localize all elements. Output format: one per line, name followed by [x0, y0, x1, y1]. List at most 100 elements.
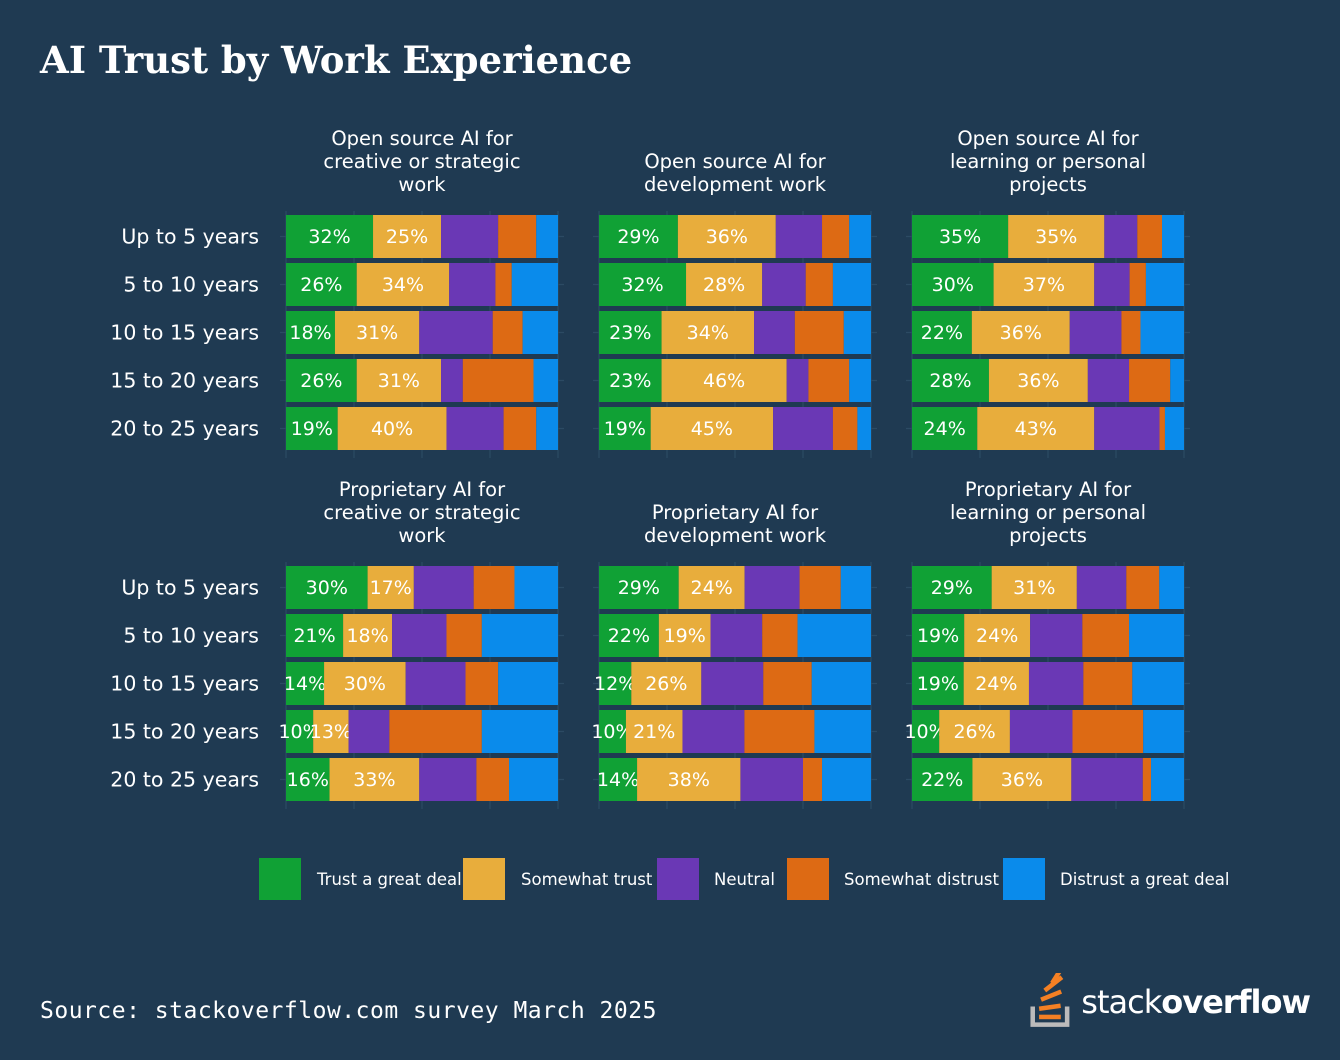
source-note: Source: stackoverflow.com survey March 2…: [40, 998, 657, 1024]
bar-segment-neutral: [701, 662, 764, 705]
bar-segment-somewhat-distrust: [446, 614, 482, 657]
data-label: 19%: [604, 418, 646, 440]
bar-segment-distrust-a-great-deal: [840, 566, 871, 609]
data-label: 29%: [617, 226, 659, 248]
data-label: 19%: [291, 418, 333, 440]
bar-segment-somewhat-distrust: [389, 710, 482, 753]
stack-logo-icon: [1030, 973, 1070, 1027]
bar-segment-trust-a-great-deal: [286, 311, 335, 354]
bar-segment-neutral: [1076, 566, 1127, 609]
bar-segment-neutral: [1094, 263, 1130, 306]
bar-segment-somewhat-distrust: [1159, 407, 1165, 450]
category-label: Up to 5 years: [121, 225, 259, 249]
bar-segment-somewhat-trust: [334, 311, 420, 354]
legend-label: Somewhat distrust: [844, 870, 1000, 889]
bar-segment-neutral: [762, 263, 806, 306]
bar-segment-trust-a-great-deal: [912, 710, 940, 753]
bar-segment-distrust-a-great-deal: [536, 407, 558, 450]
bar-segment-somewhat-distrust: [495, 263, 512, 306]
bar-segment-somewhat-distrust: [1082, 614, 1130, 657]
bar-segment-somewhat-trust: [337, 407, 447, 450]
panel-title-line: projects: [1009, 524, 1087, 547]
bar-segment-neutral: [773, 407, 833, 450]
bar-segment-trust-a-great-deal: [912, 263, 994, 306]
data-label: 46%: [703, 370, 745, 392]
data-label: 14%: [284, 673, 326, 695]
data-label: 29%: [931, 577, 973, 599]
data-label: 28%: [703, 274, 745, 296]
bar-segment-somewhat-trust: [324, 662, 406, 705]
bar-segment-trust-a-great-deal: [286, 215, 374, 258]
bar-segment-neutral: [419, 311, 493, 354]
bar-segment-neutral: [449, 263, 496, 306]
data-label: 12%: [594, 673, 636, 695]
bar-segment-neutral: [775, 215, 823, 258]
panel-title-line: development work: [644, 524, 827, 547]
data-label: 37%: [1023, 274, 1065, 296]
bar-segment-distrust-a-great-deal: [481, 614, 558, 657]
bar-segment-somewhat-distrust: [1142, 758, 1152, 801]
bar-segment-distrust-a-great-deal: [481, 710, 558, 753]
bar-segment-somewhat-trust: [686, 263, 763, 306]
data-label: 17%: [370, 577, 412, 599]
legend-label: Distrust a great deal: [1060, 870, 1229, 889]
panel-title-line: Proprietary AI for: [339, 478, 506, 501]
bar-segment-distrust-a-great-deal: [533, 359, 558, 402]
bar-segment-neutral: [1030, 614, 1083, 657]
bar-segment-distrust-a-great-deal: [814, 710, 871, 753]
panel-title-line: development work: [644, 173, 827, 196]
bar-segment-somewhat-distrust: [1129, 263, 1146, 306]
bar-segment-somewhat-trust: [356, 359, 442, 402]
bar-segment-somewhat-distrust: [808, 359, 850, 402]
data-label: 45%: [691, 418, 733, 440]
bar-segment-distrust-a-great-deal: [822, 758, 871, 801]
bar-segment-trust-a-great-deal: [286, 758, 330, 801]
data-label: 40%: [371, 418, 413, 440]
bar-segment-somewhat-distrust: [498, 215, 537, 258]
data-label: 38%: [668, 769, 710, 791]
data-label: 10%: [904, 721, 946, 743]
bar-segment-trust-a-great-deal: [286, 407, 338, 450]
logo-word-bold: overflow: [1161, 983, 1311, 1021]
data-label: 16%: [287, 769, 329, 791]
data-label: 14%: [597, 769, 639, 791]
data-label: 30%: [306, 577, 348, 599]
bar-segment-somewhat-trust: [625, 710, 683, 753]
bar-segment-trust-a-great-deal: [599, 758, 638, 801]
bar-segment-neutral: [1069, 311, 1122, 354]
legend-swatch: [787, 858, 829, 900]
logo-wordmark: stackoverflow: [1081, 983, 1311, 1021]
data-label: 36%: [1000, 322, 1042, 344]
legend-label: Somewhat trust: [521, 870, 653, 889]
data-label: 34%: [687, 322, 729, 344]
bar-segment-neutral: [754, 311, 795, 354]
legend-label: Neutral: [714, 870, 775, 889]
bar-segment-trust-a-great-deal: [286, 662, 325, 705]
bar-segment-somewhat-trust: [964, 614, 1031, 657]
bar-segment-neutral: [1028, 662, 1084, 705]
category-label: 5 to 10 years: [123, 624, 259, 648]
data-label: 36%: [1001, 769, 1043, 791]
data-label: 32%: [308, 226, 350, 248]
bar-segment-trust-a-great-deal: [912, 662, 964, 705]
data-label: 31%: [378, 370, 420, 392]
bar-segment-somewhat-distrust: [762, 614, 798, 657]
data-label: 24%: [924, 418, 966, 440]
bar-segment-trust-a-great-deal: [599, 614, 659, 657]
bar-segment-somewhat-trust: [1008, 215, 1105, 258]
category-label: 20 to 25 years: [110, 768, 259, 792]
bar-segment-somewhat-trust: [637, 758, 741, 801]
bar-segment-distrust-a-great-deal: [1159, 566, 1184, 609]
data-label: 30%: [344, 673, 386, 695]
bar-segment-somewhat-trust: [313, 710, 349, 753]
data-label: 25%: [386, 226, 428, 248]
bar-segment-distrust-a-great-deal: [536, 215, 558, 258]
bar-segment-neutral: [1071, 758, 1143, 801]
bar-segment-neutral: [740, 758, 803, 801]
bar-segment-distrust-a-great-deal: [811, 662, 871, 705]
bar-segment-somewhat-trust: [677, 215, 776, 258]
data-label: 26%: [300, 274, 342, 296]
bar-segment-somewhat-trust: [678, 566, 745, 609]
bar-segment-neutral: [441, 359, 463, 402]
bar-segment-somewhat-trust: [661, 311, 755, 354]
